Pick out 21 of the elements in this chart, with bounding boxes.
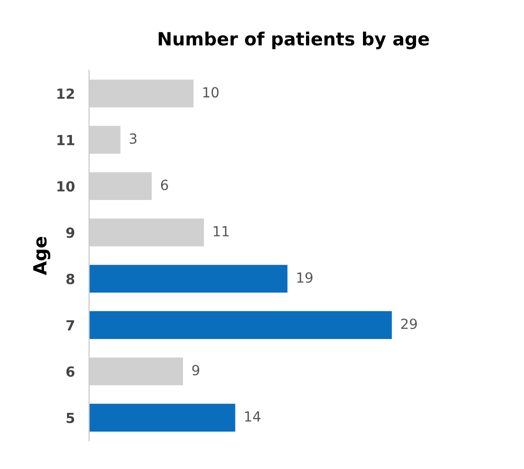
- data-label: 6: [161, 180, 168, 190]
- data-label: 29: [401, 318, 417, 330]
- data-label: 10: [203, 87, 219, 98]
- data-label: 11: [214, 226, 229, 236]
- y-tick-label: 5: [66, 412, 74, 424]
- data-label: 19: [297, 272, 312, 283]
- y-tick-label: 6: [66, 366, 74, 377]
- y-tick-label: 11: [57, 134, 74, 146]
- bar: [89, 264, 288, 293]
- y-axis-title: Age: [33, 236, 50, 276]
- y-tick-label: 8: [66, 274, 74, 284]
- y-tick-label: 9: [66, 227, 74, 238]
- data-label: 9: [192, 364, 200, 376]
- data-label: 14: [245, 411, 260, 422]
- y-tick-label: 12: [57, 88, 74, 99]
- y-tick-label: 10: [57, 181, 75, 192]
- data-label: 3: [130, 133, 136, 144]
- chart-title: Number of patients by age: [158, 32, 429, 50]
- y-tick-label: 7: [66, 320, 74, 330]
- bar: [89, 311, 392, 339]
- bar: [89, 404, 236, 432]
